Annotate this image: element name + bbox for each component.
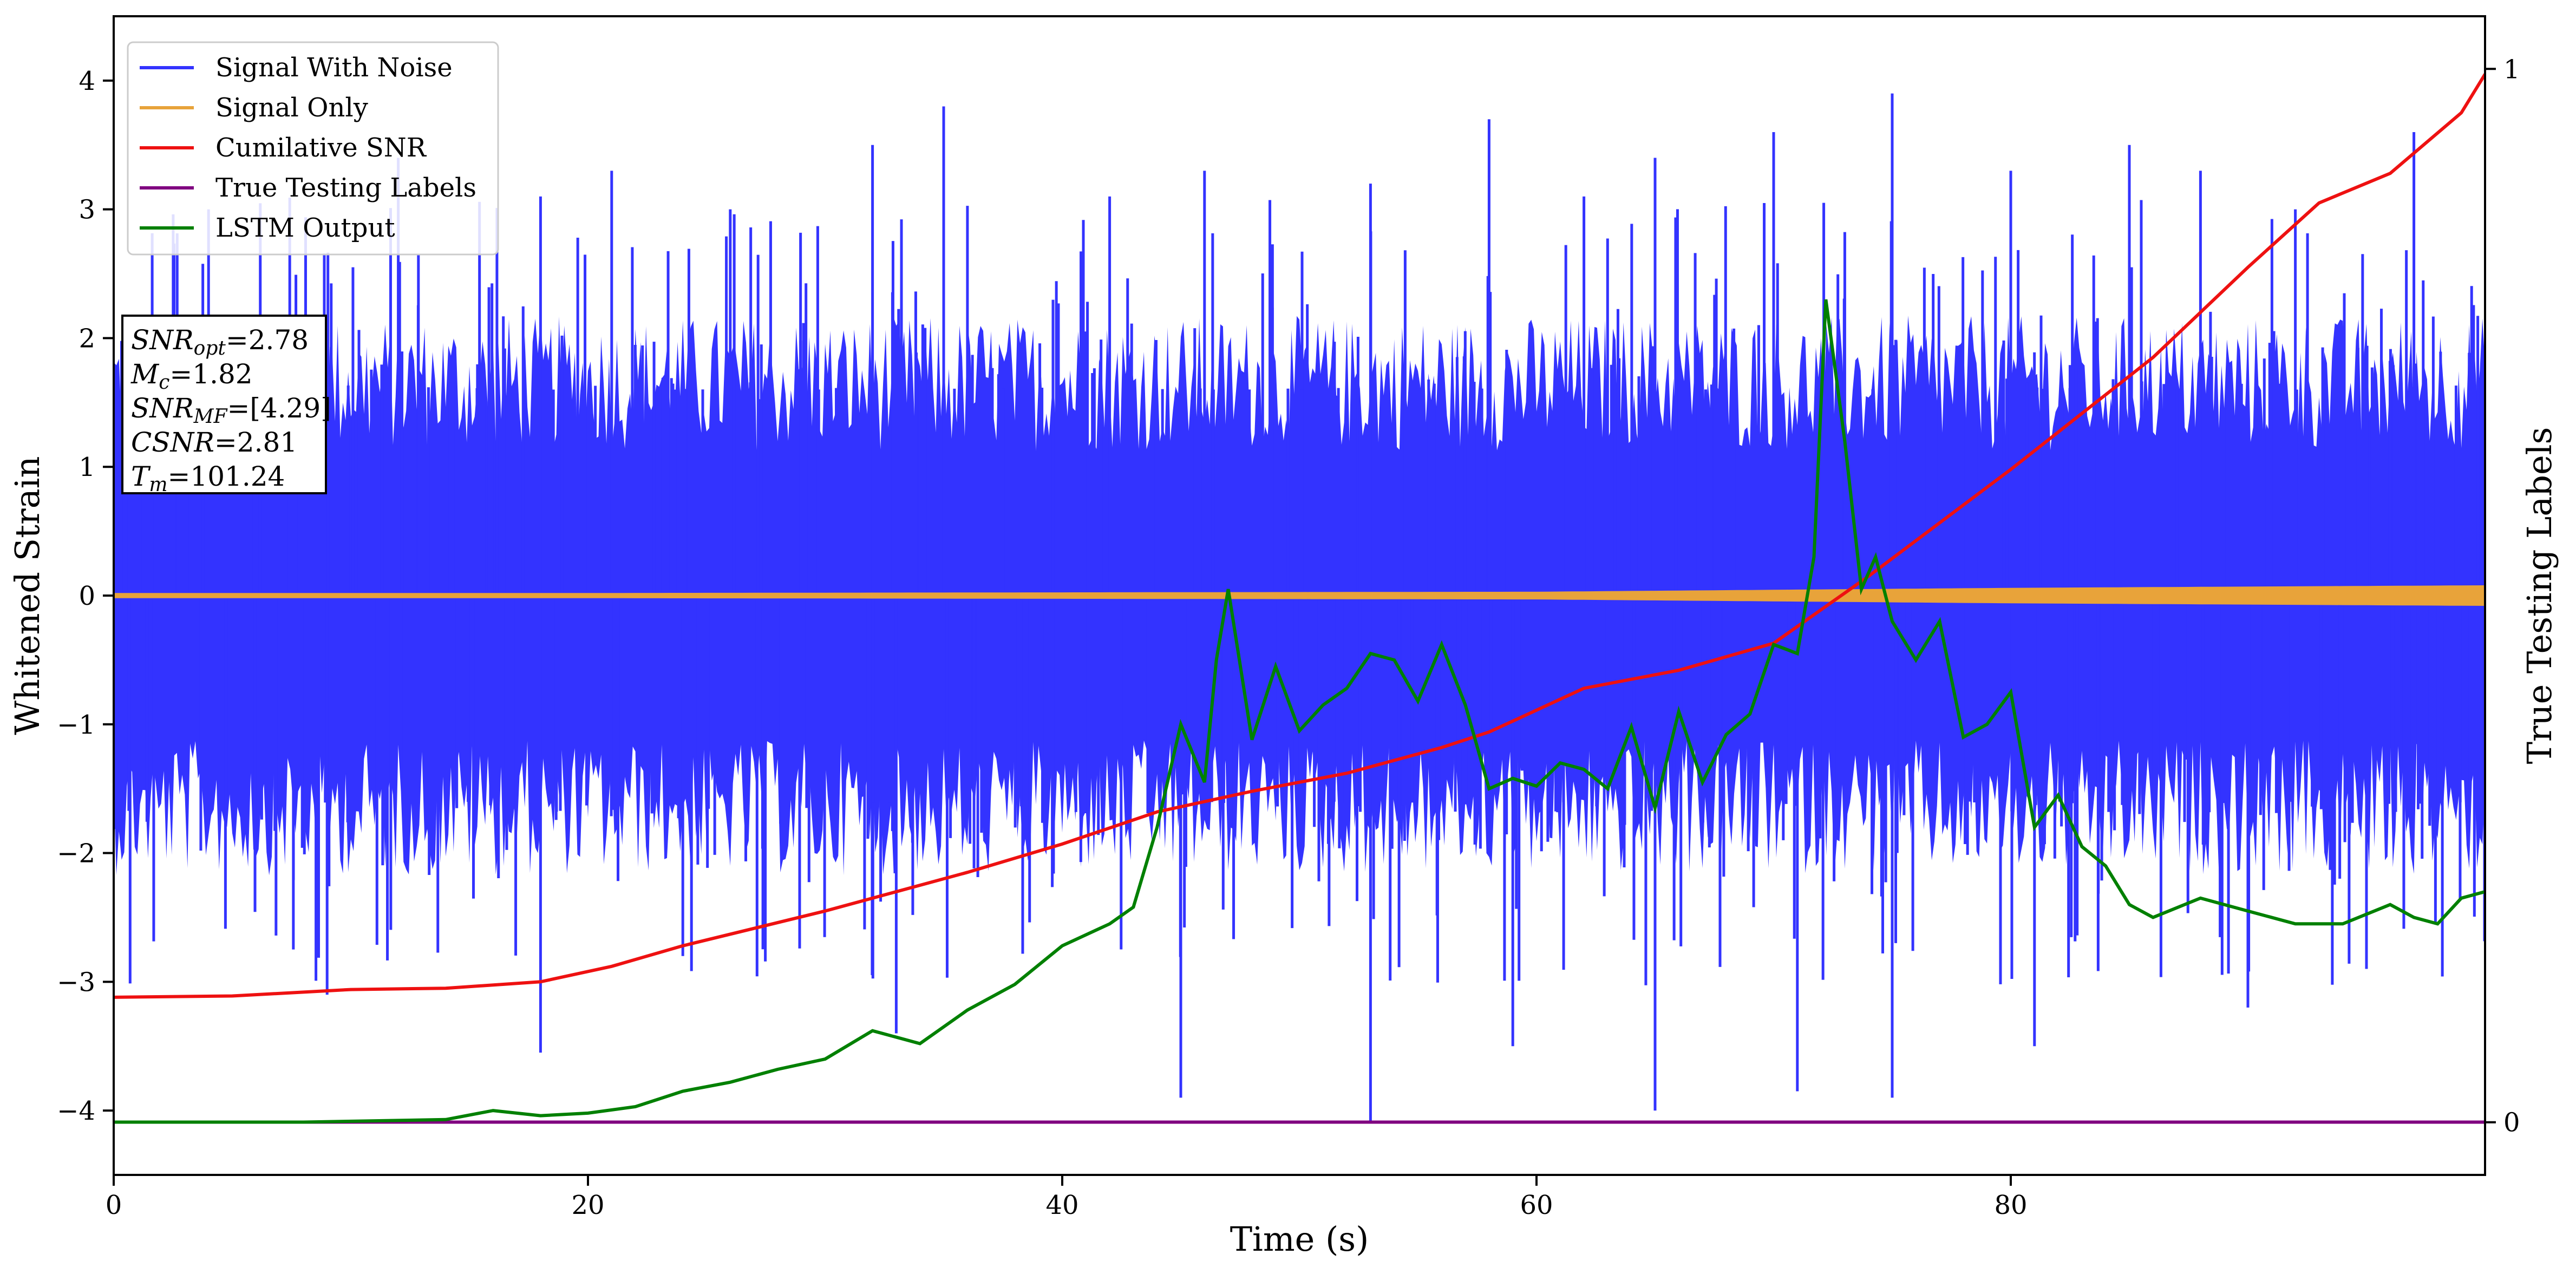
info-box-frame xyxy=(121,315,327,494)
y-tick-label: 1 xyxy=(79,452,95,482)
y-tick-label: −1 xyxy=(57,710,95,740)
info-line: SNRopt=2.78 xyxy=(131,324,309,360)
signal-only-series xyxy=(114,585,2485,606)
y-tick-label: 4 xyxy=(79,66,95,96)
x-tick-label: 20 xyxy=(571,1190,604,1220)
y-tick-label: −3 xyxy=(57,967,95,997)
x-axis-label: Time (s) xyxy=(1230,1219,1369,1259)
y2-tick-label: 1 xyxy=(2503,54,2520,84)
x-tick-label: 0 xyxy=(106,1190,122,1220)
y-tick-label: −4 xyxy=(57,1096,95,1126)
y-tick-label: −2 xyxy=(57,839,95,869)
y-axis-label: Whitened Strain xyxy=(8,456,47,735)
cumulative-snr-series xyxy=(114,73,2485,999)
plot-data xyxy=(114,73,2485,1124)
info-line: Tm=101.24 xyxy=(131,461,285,496)
info-line: SNRMF=[4.29] xyxy=(131,393,331,428)
legend-entry: Signal Only xyxy=(215,93,368,123)
legend-box xyxy=(127,41,499,256)
legend-entry: Cumilative SNR xyxy=(215,133,427,163)
legend-entry: Signal With Noise xyxy=(215,53,453,83)
x-tick-label: 40 xyxy=(1045,1190,1078,1220)
legend-entry: LSTM Output xyxy=(215,213,395,243)
y-tick-label: 3 xyxy=(79,195,95,225)
y-tick-label: 0 xyxy=(79,581,95,611)
x-tick-label: 80 xyxy=(1994,1190,2027,1220)
info-line: Mc=1.82 xyxy=(130,358,253,394)
info-box: SNRopt=2.78Mc=1.82SNRMF=[4.29]CSNR=2.81T… xyxy=(121,315,331,496)
x-tick-label: 60 xyxy=(1520,1190,1553,1220)
y-tick-label: 2 xyxy=(79,323,95,354)
info-line: CSNR=2.81 xyxy=(131,427,297,458)
y2-tick-label: 0 xyxy=(2503,1108,2520,1138)
legend-entry: True Testing Labels xyxy=(215,173,476,203)
lstm-output-series xyxy=(114,299,2485,1124)
y2-axis-label: True Testing Labels xyxy=(2520,427,2559,765)
legend: Signal With Noise Signal Only Cumilative S… xyxy=(127,41,499,256)
